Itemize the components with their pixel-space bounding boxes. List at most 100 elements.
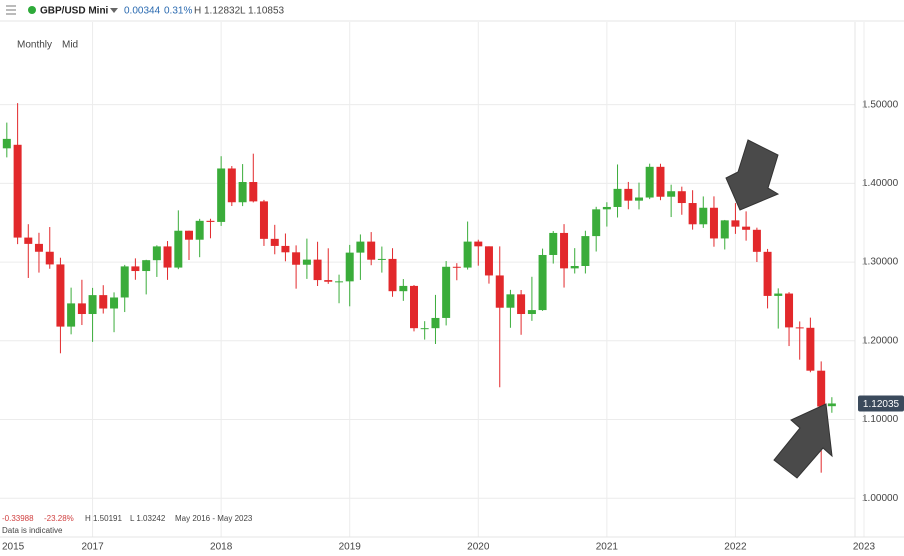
candle-body bbox=[549, 232, 558, 255]
candle-body bbox=[720, 220, 729, 239]
x-tick-label: 2019 bbox=[339, 542, 362, 553]
candle-body bbox=[410, 285, 418, 329]
price-type[interactable]: Mid bbox=[62, 40, 78, 51]
candle-body bbox=[624, 188, 633, 201]
candle-body bbox=[259, 201, 268, 239]
menu-icon[interactable] bbox=[6, 5, 16, 15]
candle-body bbox=[742, 226, 751, 230]
candle-body bbox=[270, 238, 279, 246]
footer-range: May 2016 - May 2023 bbox=[175, 514, 253, 523]
candle-body bbox=[592, 209, 601, 237]
candle-body bbox=[110, 297, 119, 309]
candle-body bbox=[302, 259, 311, 265]
candle-body bbox=[45, 251, 54, 265]
period[interactable]: Monthly bbox=[17, 40, 52, 51]
candle-body bbox=[281, 245, 290, 253]
candle-body bbox=[13, 144, 22, 238]
candle-body bbox=[442, 266, 451, 318]
candle-body bbox=[527, 310, 536, 315]
candle-body bbox=[452, 266, 461, 268]
candle-body bbox=[292, 252, 301, 265]
y-tick-label: 1.30000 bbox=[862, 257, 899, 268]
candle-body bbox=[806, 327, 815, 371]
candle-body bbox=[185, 230, 193, 240]
candle-body bbox=[613, 188, 622, 207]
candle-body bbox=[324, 280, 333, 282]
header-low: L 1.10853 bbox=[240, 6, 285, 17]
x-tick-label: 2017 bbox=[81, 542, 104, 553]
candle-body bbox=[163, 246, 172, 268]
x-start-label: 2015 bbox=[2, 542, 25, 553]
candle-body bbox=[313, 259, 322, 281]
candle-body bbox=[827, 403, 836, 407]
footer-change-pct: -23.28% bbox=[44, 514, 74, 523]
y-tick-label: 1.20000 bbox=[862, 335, 899, 346]
candle-body bbox=[174, 230, 183, 268]
candle-body bbox=[420, 328, 429, 330]
candle-body bbox=[570, 266, 579, 269]
x-tick-label: 2021 bbox=[596, 542, 619, 553]
candle-body bbox=[602, 206, 611, 210]
candle-body bbox=[206, 220, 215, 222]
candle-body bbox=[495, 275, 504, 308]
candle-body bbox=[431, 317, 440, 329]
candle-body bbox=[2, 138, 11, 149]
y-tick-label: 1.40000 bbox=[862, 178, 899, 189]
candle-body bbox=[635, 197, 643, 201]
candle-body bbox=[517, 294, 526, 315]
footer-low: L 1.03242 bbox=[130, 514, 166, 523]
candle-body bbox=[474, 241, 483, 247]
candle-body bbox=[785, 293, 794, 328]
header-change-pct: 0.31% bbox=[164, 6, 192, 17]
candle-body bbox=[356, 241, 365, 253]
candle-body bbox=[377, 258, 386, 260]
plot: 1.00000 1.10000 1.20000 1.30000 1.40000 1.500… bbox=[0, 22, 904, 553]
symbol[interactable]: GBP/USD Mini bbox=[40, 6, 109, 17]
candle-body bbox=[752, 229, 761, 252]
status-dot bbox=[28, 6, 36, 14]
x-tick-label: 2018 bbox=[210, 542, 233, 553]
candle-body bbox=[238, 182, 247, 203]
dropdown-arrow[interactable] bbox=[110, 8, 118, 13]
candle-body bbox=[667, 191, 676, 197]
candle-body bbox=[656, 166, 665, 197]
candle-body bbox=[34, 243, 43, 252]
candle-body bbox=[763, 251, 772, 296]
x-tick-label: 2022 bbox=[724, 542, 747, 553]
candle-body bbox=[227, 168, 236, 203]
candle-body bbox=[142, 260, 151, 272]
candle-body bbox=[688, 203, 697, 225]
candle-body bbox=[484, 246, 493, 276]
candle-body bbox=[67, 303, 76, 327]
price-tag bbox=[858, 395, 904, 412]
y-tick-label: 1.50000 bbox=[862, 99, 899, 110]
candle-body bbox=[538, 254, 547, 311]
candle-body bbox=[217, 168, 226, 222]
header-change: 0.00344 bbox=[124, 6, 161, 17]
candle-body bbox=[709, 207, 718, 239]
price-tag-label: 1.12035 bbox=[863, 399, 900, 410]
candle-body bbox=[817, 370, 826, 407]
candle-body bbox=[345, 252, 354, 282]
candle-body bbox=[367, 241, 376, 260]
candle-body bbox=[88, 295, 97, 315]
candle-body bbox=[731, 220, 740, 227]
candle-body bbox=[131, 266, 140, 272]
candle-body bbox=[677, 191, 686, 204]
candle-body bbox=[774, 293, 783, 296]
candle-body bbox=[699, 207, 708, 225]
x-tick-label: 2023 bbox=[853, 542, 876, 553]
header-high: H 1.12832 bbox=[194, 6, 241, 17]
x-tick-label: 2020 bbox=[467, 542, 490, 553]
candle-body bbox=[249, 182, 258, 202]
candle-body bbox=[120, 266, 129, 298]
candle-body bbox=[195, 220, 204, 240]
candle-body bbox=[506, 294, 515, 308]
candle-body bbox=[77, 303, 86, 315]
footer-note: Data is indicative bbox=[2, 526, 63, 535]
candle-body bbox=[560, 232, 569, 269]
arrow-annotation bbox=[773, 403, 833, 479]
candle-body bbox=[795, 327, 804, 329]
